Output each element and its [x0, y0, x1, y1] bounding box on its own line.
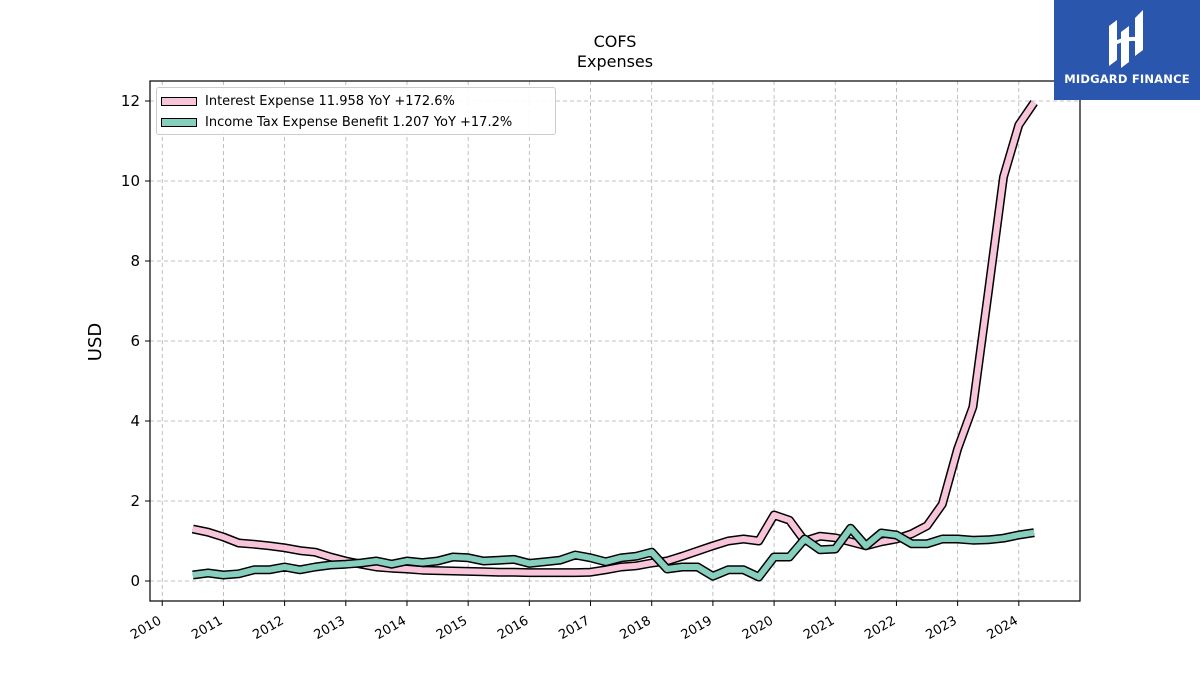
legend-label-interest-expense: Interest Expense 11.958 YoY +172.6% — [205, 93, 455, 109]
series-1-group — [192, 523, 1035, 582]
logo-text: MIDGARD FINANCE — [1064, 72, 1190, 86]
x-tick-label: 2010 — [128, 613, 164, 643]
y-axis-label: USD — [85, 323, 106, 361]
x-tick-label: 2012 — [250, 613, 286, 643]
x-tick-label: 2020 — [740, 613, 776, 643]
legend-swatch-income-tax — [161, 117, 197, 127]
series-0-outline — [191, 100, 1038, 578]
x-tick-label: 2021 — [801, 613, 837, 643]
y-tick-label: 10 — [121, 172, 140, 190]
x-tick-label: 2024 — [985, 613, 1021, 643]
x-tick-label: 2019 — [679, 613, 715, 643]
y-tick-label: 2 — [130, 492, 140, 510]
x-tick-label: 2018 — [618, 613, 654, 643]
y-tick-label: 0 — [130, 572, 140, 590]
midgard-finance-logo: MIDGARD FINANCE — [1054, 0, 1200, 100]
y-tick-label: 4 — [130, 412, 140, 430]
x-tick-label: 2014 — [373, 613, 409, 643]
y-tick-label: 8 — [130, 252, 140, 270]
y-tick-label: 6 — [130, 332, 140, 350]
series-layer — [191, 100, 1038, 582]
legend-swatch-interest-expense — [161, 96, 197, 106]
x-tick-label: 2017 — [556, 613, 592, 643]
series-0-line — [192, 100, 1037, 576]
series-1-line — [192, 525, 1035, 580]
x-tick-label: 2023 — [923, 613, 959, 643]
midgard-finance-logo-icon — [1109, 10, 1143, 68]
legend-item-interest-expense: Interest Expense 11.958 YoY +172.6% — [161, 92, 455, 110]
x-tick-label: 2016 — [495, 613, 531, 643]
y-tick-label: 12 — [121, 92, 140, 110]
x-tick-label: 2022 — [862, 613, 898, 643]
x-tick-label: 2015 — [434, 613, 470, 643]
chart-title: COFS — [594, 32, 637, 51]
grid — [150, 81, 1080, 601]
x-tick-label: 2013 — [312, 613, 348, 643]
legend: Interest Expense 11.958 YoY +172.6% Inco… — [156, 87, 556, 135]
legend-label-income-tax: Income Tax Expense Benefit 1.207 YoY +17… — [205, 114, 513, 130]
chart-subtitle: Expenses — [577, 52, 653, 71]
series-0-group — [191, 100, 1038, 578]
x-tick-label: 2011 — [189, 613, 225, 643]
legend-item-income-tax: Income Tax Expense Benefit 1.207 YoY +17… — [161, 113, 512, 131]
